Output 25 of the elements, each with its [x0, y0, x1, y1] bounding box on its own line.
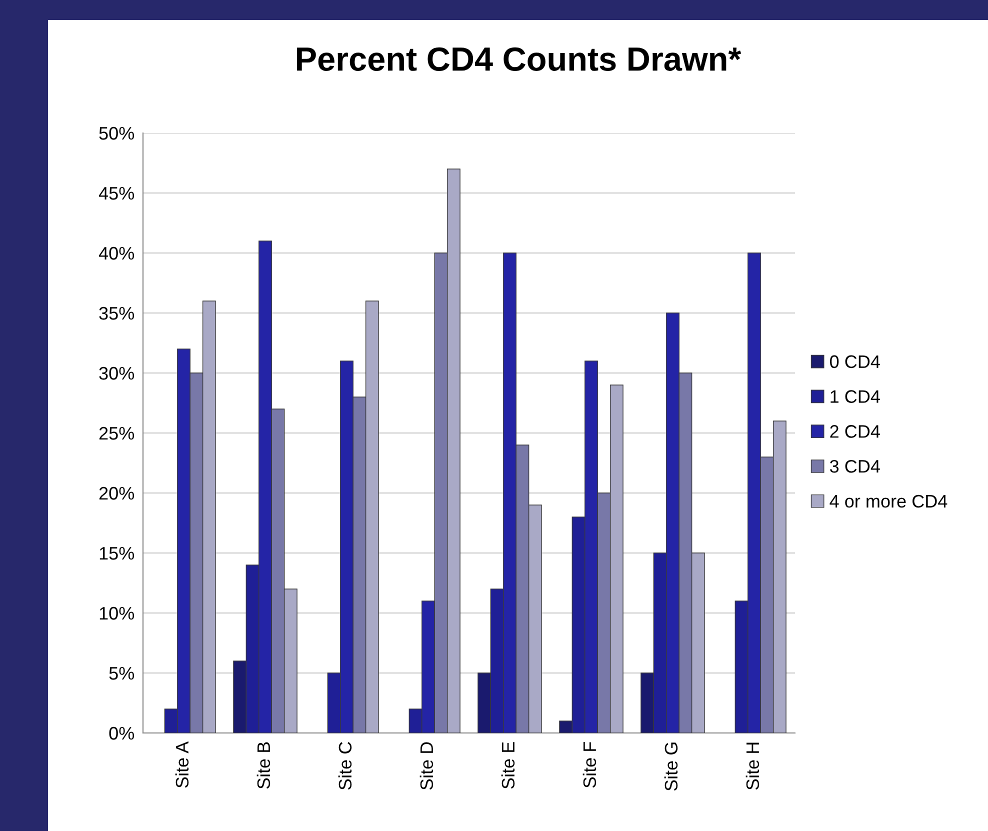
y-tick-label: 5%	[109, 667, 134, 680]
y-tick-label: 25%	[99, 426, 134, 440]
y-tick-label: 0%	[109, 726, 134, 740]
y-tick-label: 30%	[99, 366, 134, 380]
legend-label: 2 CD4	[830, 425, 880, 438]
x-tick-label: Site A	[175, 741, 189, 788]
x-tick-label: Site G	[664, 742, 678, 791]
x-tick-label: Site C	[338, 742, 352, 790]
y-tick-label: 45%	[98, 187, 134, 200]
x-tick-label: Site D	[420, 742, 434, 790]
legend-label: 4 or more CD4	[830, 494, 948, 508]
y-tick-label: 35%	[99, 306, 134, 320]
y-tick-label: 50%	[99, 126, 134, 140]
legend-label: 1 CD4	[830, 390, 880, 403]
legend-label: 3 CD4	[830, 460, 880, 473]
legend-label: 0 CD4	[830, 355, 880, 368]
y-tick-label: 20%	[99, 486, 134, 500]
x-tick-label: Site B	[256, 742, 270, 789]
chart-title: Percent CD4 Counts Drawn*	[297, 47, 742, 71]
x-tick-label: Site E	[501, 742, 515, 789]
x-tick-label: Site H	[746, 742, 760, 790]
y-tick-label: 10%	[100, 606, 134, 620]
x-tick-label: Site F	[582, 742, 596, 788]
y-tick-label: 40%	[98, 246, 134, 260]
y-tick-label: 15%	[100, 547, 134, 560]
